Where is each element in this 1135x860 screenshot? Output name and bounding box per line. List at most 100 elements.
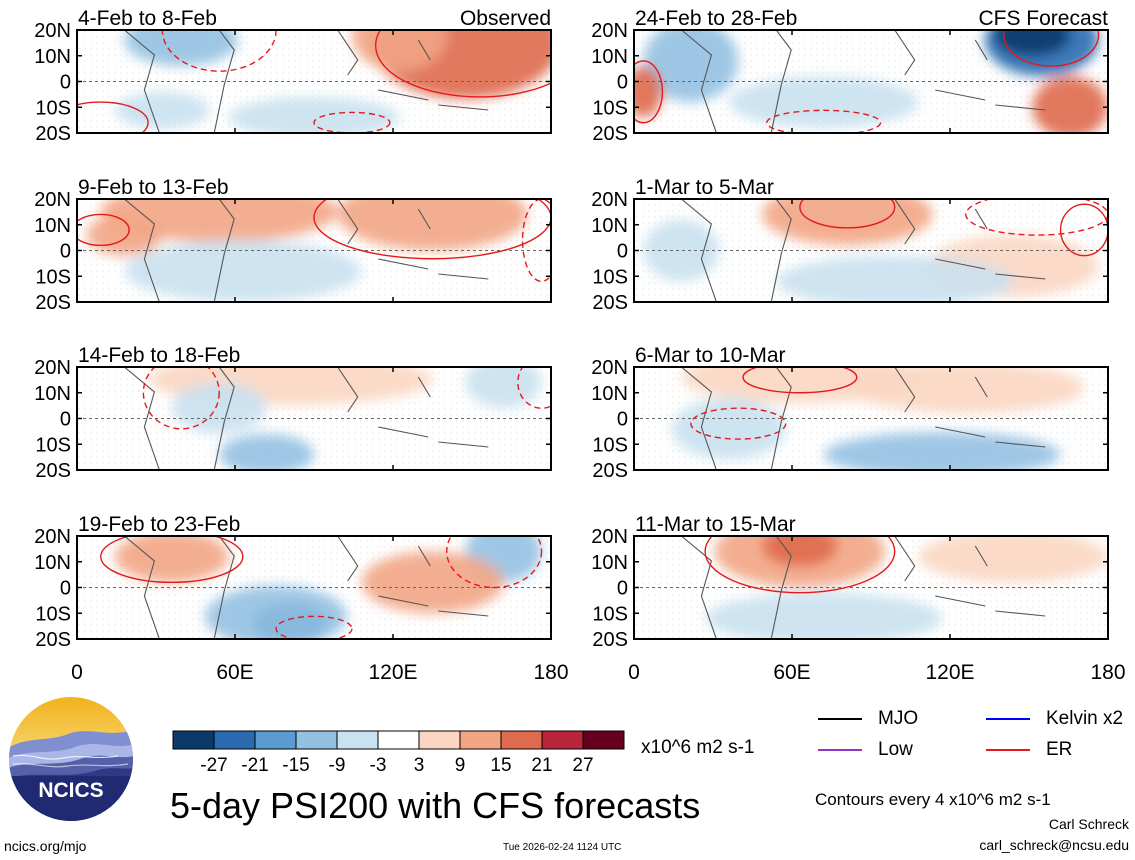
lat-tick-label: 10N bbox=[34, 552, 71, 574]
lat-tick-label: 10N bbox=[34, 383, 71, 405]
lat-tick-label: 0 bbox=[60, 409, 71, 431]
lon-tick-label: 60E bbox=[773, 661, 810, 684]
lat-tick-label: 20N bbox=[34, 20, 71, 42]
legend-er-swatch bbox=[986, 749, 1030, 751]
legend-kelvin-label: Kelvin x2 bbox=[1046, 708, 1124, 729]
lat-tick-label: 10N bbox=[591, 552, 628, 574]
colorbar-tick-label: 27 bbox=[572, 755, 593, 776]
anomaly-field-2-6 bbox=[634, 66, 663, 118]
anomaly-field-4-1 bbox=[762, 199, 933, 246]
panel-period-label: 11-Mar to 15-Mar bbox=[635, 513, 796, 536]
anomaly-field-2-2 bbox=[994, 30, 1071, 56]
author: Carl Schreck bbox=[1048, 816, 1129, 832]
colorbar-tick-label: -3 bbox=[370, 755, 387, 776]
anomaly-field-3-3 bbox=[124, 240, 362, 302]
er-contour-1-1 bbox=[374, 30, 551, 98]
anomaly-field-4-3 bbox=[776, 255, 1014, 302]
legend-mjo-swatch bbox=[818, 718, 862, 720]
colorbar-tick-label: 9 bbox=[455, 755, 466, 776]
er-contour-2-3 bbox=[766, 109, 882, 133]
colorbar-tick-label: -21 bbox=[241, 755, 268, 776]
panel-4: 20N 10N 0 10S 20S 1-Mar to 5-Mar bbox=[591, 176, 1109, 314]
lat-tick-label: 0 bbox=[617, 578, 628, 600]
colorbar-swatch bbox=[500, 730, 543, 750]
lat-tick-label: 20S bbox=[35, 123, 71, 145]
panel-period-label: 1-Mar to 5-Mar bbox=[635, 176, 774, 199]
legend-low-label: Low bbox=[878, 739, 913, 760]
lat-tick-label: 20N bbox=[591, 189, 628, 211]
er-contour-7-3 bbox=[275, 615, 353, 639]
lon-tick-label: 0 bbox=[71, 661, 83, 684]
legend-kelvin-swatch bbox=[986, 718, 1030, 720]
legend-low: Low bbox=[818, 739, 913, 761]
anomaly-field-4-4 bbox=[643, 219, 720, 282]
lat-tick-label: 20N bbox=[34, 357, 71, 379]
panel-period-label: 14-Feb to 18-Feb bbox=[78, 344, 240, 367]
anomaly-field-1-3 bbox=[124, 30, 239, 67]
lon-tick-label: 120E bbox=[925, 661, 974, 684]
lat-tick-label: 0 bbox=[60, 72, 71, 94]
colorbar-swatch bbox=[418, 730, 461, 750]
anomaly-field-1-2 bbox=[351, 30, 447, 72]
panel-2: 20N 10N 0 10S 20S 24-Feb to 28-Feb CFS Forecas… bbox=[591, 7, 1109, 145]
lat-tick-label: 0 bbox=[617, 72, 628, 94]
colorbar-tick-label: 21 bbox=[531, 755, 552, 776]
lat-tick-label: 0 bbox=[617, 241, 628, 263]
panel-period-label: 9-Feb to 13-Feb bbox=[78, 176, 229, 199]
anomaly-field-8-2 bbox=[761, 536, 838, 567]
panel-6: 20N 10N 0 10S 20S 6-Mar to 10-Mar bbox=[591, 344, 1109, 482]
lat-tick-label: 20S bbox=[592, 123, 628, 145]
lon-tick-label: 180 bbox=[1090, 661, 1125, 684]
er-contour-6-2 bbox=[742, 367, 858, 394]
lat-tick-label: 20N bbox=[591, 357, 628, 379]
lat-tick-label: 10S bbox=[592, 97, 628, 119]
lon-tick-label: 180 bbox=[533, 661, 568, 684]
panel-period-label: 4-Feb to 8-Feb bbox=[78, 7, 217, 30]
panel-5: 20N 10N 0 10S 20S 14-Feb to 18-Feb bbox=[34, 344, 552, 482]
panel-grid: 20N 10N 0 10S 20S 4-Feb to 8-Feb Observed 20N 10… bbox=[34, 7, 1125, 684]
legend-kelvin: Kelvin x2 bbox=[986, 708, 1123, 730]
er-contour-4-1 bbox=[799, 199, 896, 229]
lat-tick-label: 10S bbox=[35, 266, 71, 288]
lat-tick-label: 20N bbox=[591, 20, 628, 42]
lat-tick-label: 20N bbox=[34, 526, 71, 548]
legend-er-label: ER bbox=[1046, 739, 1073, 760]
anomaly-field-7-4 bbox=[361, 551, 504, 614]
lat-tick-label: 10S bbox=[592, 266, 628, 288]
colorbar: -27 -21 -15 -9 -3 3 9 15 21 27 bbox=[172, 730, 625, 776]
er-contour-4-3 bbox=[1059, 203, 1108, 257]
er-contour-8-1 bbox=[704, 536, 896, 594]
colorbar-swatch bbox=[213, 730, 256, 750]
colorbar-swatch bbox=[377, 730, 420, 750]
colorbar-swatch bbox=[172, 730, 215, 750]
lat-tick-label: 10S bbox=[592, 603, 628, 625]
lon-tick-label: 0 bbox=[628, 661, 640, 684]
logo-text: NCICS bbox=[38, 779, 103, 802]
anomaly-field-6-3 bbox=[823, 431, 1061, 470]
anomaly-field-7-5 bbox=[114, 536, 229, 583]
lat-tick-label: 10S bbox=[35, 97, 71, 119]
anomaly-field-6-2 bbox=[847, 367, 1085, 414]
anomaly-field-2-5 bbox=[1032, 76, 1108, 133]
colorbar-swatch bbox=[295, 730, 338, 750]
anomaly-field-3-2 bbox=[337, 199, 528, 251]
lat-tick-label: 20S bbox=[35, 629, 71, 651]
colorbar-swatch bbox=[254, 730, 297, 750]
site-link[interactable]: ncics.org/mjo bbox=[4, 838, 87, 854]
panel-column-header: CFS Forecast bbox=[978, 7, 1108, 30]
panel-8: 20N 10N 0 10S 20S 11-Mar to 15-Mar 0 60E 120E 180 bbox=[591, 513, 1125, 684]
anomaly-field-2-3 bbox=[643, 30, 739, 103]
email[interactable]: carl_schreck@ncsu.edu bbox=[979, 837, 1129, 853]
colorbar-swatch bbox=[541, 730, 584, 750]
er-contour-4-2 bbox=[965, 199, 1108, 236]
lat-tick-label: 10S bbox=[35, 603, 71, 625]
colorbar-tick-label: 3 bbox=[414, 755, 425, 776]
lat-tick-label: 20S bbox=[592, 629, 628, 651]
lat-tick-label: 10N bbox=[591, 46, 628, 68]
panel-3: 20N 10N 0 10S 20S 9-Feb to 13-Feb bbox=[34, 176, 552, 314]
lon-tick-label: 60E bbox=[216, 661, 253, 684]
panel-period-label: 19-Feb to 23-Feb bbox=[78, 513, 240, 536]
lat-tick-label: 10N bbox=[591, 215, 628, 237]
lat-tick-label: 10N bbox=[591, 383, 628, 405]
